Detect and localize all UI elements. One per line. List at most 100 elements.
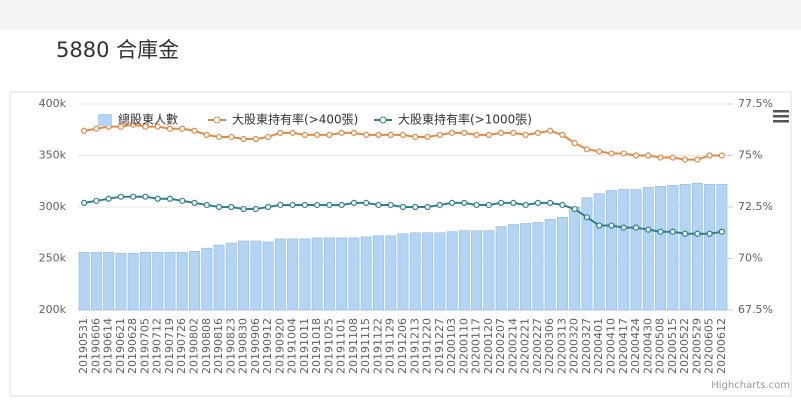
x-tick-label: 20200430 [641, 318, 654, 374]
point [277, 201, 284, 209]
point [240, 135, 247, 143]
x-tick-label: 20200117 [470, 318, 483, 374]
bar [667, 185, 679, 311]
point [596, 222, 603, 229]
bar [446, 231, 458, 311]
point [436, 131, 443, 138]
point [363, 199, 370, 206]
bar [164, 252, 176, 311]
point [436, 201, 443, 209]
y2-tick-label: 70% [738, 252, 762, 265]
point [498, 129, 505, 136]
y-tick-label: 300k [39, 200, 67, 213]
point [326, 201, 333, 209]
bar [593, 193, 605, 311]
point [142, 193, 149, 200]
point [289, 129, 296, 136]
y-tick-label: 400k [39, 97, 67, 110]
point [620, 150, 627, 157]
x-tick-label: 20200410 [604, 318, 617, 374]
point [154, 123, 161, 130]
y2-tick-label: 67.5% [738, 303, 773, 316]
point [203, 201, 210, 209]
y2-tick-label: 75% [738, 149, 762, 162]
bar [434, 232, 446, 311]
bar [201, 247, 213, 311]
bar [507, 224, 519, 311]
point [485, 201, 492, 209]
header-strip [0, 0, 801, 30]
point [510, 199, 517, 206]
bar [606, 190, 617, 311]
point [632, 152, 640, 159]
point [522, 131, 529, 138]
point [547, 199, 554, 206]
x-tick-label: 20200313 [555, 318, 568, 374]
point [154, 195, 161, 202]
point [387, 131, 394, 138]
point [681, 156, 689, 163]
point [338, 129, 345, 136]
x-tick-label: 20200605 [703, 318, 716, 374]
legend-swatch [213, 116, 221, 124]
x-tick-label: 20200110 [457, 318, 470, 374]
legend-label: 大股東持有率(>1000張) [398, 112, 532, 127]
x-tick-label: 20190705 [138, 318, 151, 374]
bar [691, 183, 703, 311]
x-tick-label: 20200508 [654, 318, 667, 374]
x-tick-label: 20190906 [249, 318, 262, 374]
legend-label: 大股東持有率(>400張) [232, 112, 358, 127]
bar [495, 226, 507, 311]
x-tick-label: 20200515 [666, 318, 679, 374]
legend-label: 總股東人數 [118, 112, 178, 127]
point [117, 123, 125, 130]
point [473, 131, 480, 138]
bar [422, 232, 433, 311]
y-tick-label: 250k [39, 252, 67, 265]
point [498, 199, 505, 206]
bar [127, 253, 139, 311]
point [620, 224, 627, 231]
point [399, 203, 407, 211]
bar [704, 184, 716, 311]
point [179, 125, 186, 132]
bar [360, 236, 372, 311]
point [264, 203, 272, 211]
bar [274, 238, 286, 311]
point [264, 133, 272, 141]
point [559, 201, 566, 209]
point [657, 228, 664, 235]
x-tick-label: 20200221 [519, 318, 532, 374]
x-tick-label: 20200320 [568, 318, 581, 374]
point [130, 121, 137, 128]
legend-swatch [379, 116, 387, 124]
point [191, 127, 198, 134]
bar [90, 252, 102, 311]
x-tick-label: 20200214 [506, 318, 519, 374]
point [706, 152, 713, 159]
x-tick-label: 20191108 [347, 318, 360, 374]
point [448, 129, 456, 136]
point [534, 199, 542, 206]
point [632, 224, 640, 231]
x-tick-label: 20200612 [715, 318, 728, 374]
point [81, 127, 88, 134]
bar [311, 237, 323, 311]
x-tick-label: 20190621 [114, 318, 127, 374]
bar [140, 252, 151, 311]
menu-icon [773, 115, 789, 118]
x-tick-label: 20190912 [261, 318, 274, 374]
bar [532, 222, 544, 311]
bar [556, 217, 568, 311]
point [215, 133, 223, 141]
point [105, 195, 112, 202]
x-tick-label: 20190628 [126, 318, 139, 374]
bar [642, 187, 654, 311]
bar [262, 241, 274, 311]
y2-tick-label: 72.5% [738, 200, 773, 213]
point [338, 201, 345, 209]
point [645, 226, 652, 233]
point [485, 131, 492, 138]
x-tick-label: 20190830 [237, 318, 250, 374]
